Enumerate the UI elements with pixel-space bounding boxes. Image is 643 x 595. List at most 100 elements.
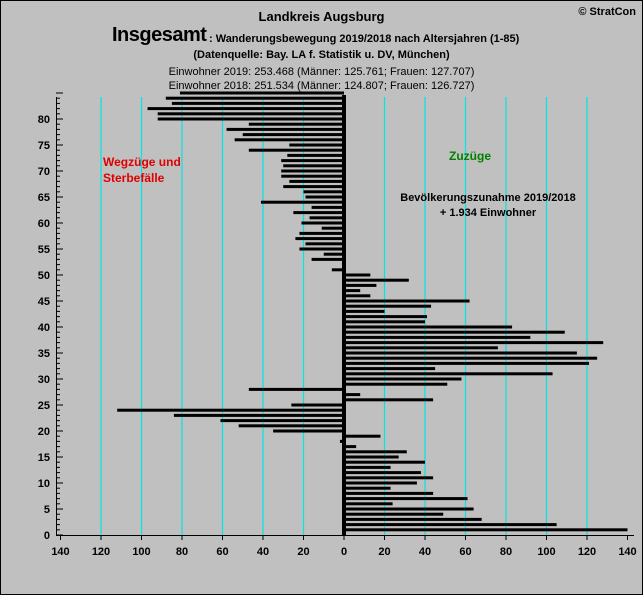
bar-age-48 [344,283,377,287]
bar-age-19 [344,434,381,438]
population-2019: Einwohner 2019: 253.468 (Männer: 125.761… [168,66,475,78]
inflow-label: Zuzüge [449,149,491,163]
bar-age-64 [260,200,344,204]
bar-age-53 [311,257,344,261]
bar-age-45 [344,299,470,303]
y-tick-label: 30 [38,374,50,386]
x-tick-label: 80 [500,546,512,558]
bar-age-34 [344,356,598,360]
bar-age-32 [344,367,436,371]
x-tick-label: 140 [51,546,69,558]
bar-age-78 [226,127,344,131]
bar-age-54 [323,252,344,256]
bar-age-60 [301,221,344,225]
center-axis [342,95,346,535]
bar-age-68 [289,179,344,183]
bar-age-1 [344,528,628,532]
bar-age-23 [173,413,344,417]
bar-age-51 [331,268,344,272]
bar-age-40 [344,325,513,329]
y-tick-label: 50 [38,270,50,282]
bar-age-17 [344,445,357,449]
bar-age-66 [303,190,344,194]
y-tick-label: 45 [38,296,50,308]
bar-age-77 [242,133,344,137]
bar-age-25 [291,403,344,407]
bar-age-29 [344,382,448,386]
bar-age-20 [273,429,344,433]
y-tick-label: 35 [38,348,50,360]
bar-age-9 [344,486,391,490]
bar-age-71 [283,164,344,168]
data-source: (Datenquelle: Bay. LA f. Statistik u. DV… [193,49,450,61]
bar-age-74 [248,148,344,152]
bar-age-58 [299,231,344,235]
bar-age-46 [344,294,371,298]
x-tick-label: 80 [176,546,188,558]
bar-age-30 [344,377,462,381]
bar-age-10 [344,481,417,485]
y-tick-label: 80 [38,114,50,126]
y-tick-label: 55 [38,244,50,256]
bar-age-22 [220,419,344,423]
x-tick-label: 40 [257,546,269,558]
y-tick-label: 5 [44,504,50,516]
bar-age-75 [289,143,344,147]
bar-age-62 [293,211,344,215]
bar-age-65 [305,195,344,199]
x-tick-label: 120 [92,546,110,558]
bar-age-55 [299,247,344,251]
y-tick-label: 40 [38,322,50,334]
bar-age-85 [179,91,344,95]
bar-age-82 [147,107,344,111]
bar-age-3 [344,517,482,521]
bar-age-44 [344,304,432,308]
bar-age-8 [344,491,434,495]
bar-age-79 [248,122,344,126]
chart-title-rest: : Wanderungsbewegung 2019/2018 nach Alte… [209,33,520,45]
bar-age-4 [344,512,444,516]
bar-age-12 [344,471,421,475]
bar-age-80 [157,117,344,121]
x-tick-label: 140 [618,546,636,558]
bar-age-67 [283,185,344,189]
bar-age-57 [295,237,344,241]
x-tick-label: 100 [537,546,555,558]
growth-label-line2: + 1.934 Einwohner [440,207,537,219]
bar-age-31 [344,372,553,376]
x-tick-label: 100 [132,546,150,558]
bar-age-56 [305,242,344,246]
growth-label-line1: Bevölkerungszunahme 2019/2018 [400,192,575,204]
bar-age-49 [344,278,409,282]
bar-age-59 [321,226,344,230]
bar-age-61 [309,216,344,220]
x-tick-label: 0 [341,546,347,558]
x-tick-label: 60 [459,546,471,558]
bar-age-5 [344,507,474,511]
bar-age-81 [157,112,344,116]
bar-age-27 [344,393,361,397]
bar-age-6 [344,502,393,506]
chart-title-main: Insgesamt [112,24,207,46]
bar-age-35 [344,351,577,355]
y-tick-label: 10 [38,478,50,490]
bar-age-13 [344,465,391,469]
bar-age-36 [344,346,498,350]
x-tick-label: 20 [297,546,309,558]
bar-age-11 [344,476,434,480]
y-tick-label: 15 [38,452,50,464]
bar-age-73 [287,153,344,157]
bar-age-7 [344,497,468,501]
population-2018: Einwohner 2018: 251.534 (Männer: 124.807… [168,80,475,92]
bar-age-83 [171,101,344,105]
x-tick-label: 60 [216,546,228,558]
y-tick-label: 70 [38,166,50,178]
bar-age-16 [344,450,407,454]
bar-age-24 [117,408,344,412]
bar-age-15 [344,455,399,459]
bar-age-76 [234,138,344,142]
bar-age-33 [344,361,590,365]
bar-age-72 [281,159,344,163]
bar-age-47 [344,289,361,293]
